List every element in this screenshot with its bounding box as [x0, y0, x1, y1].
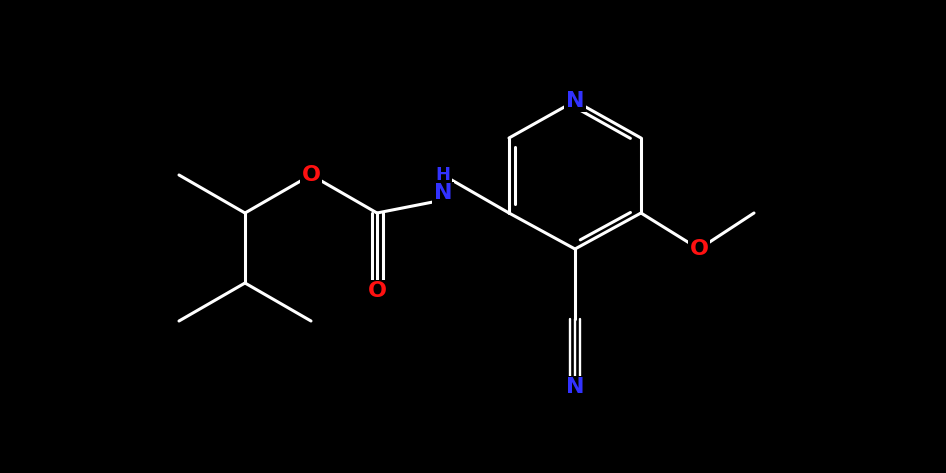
Text: H: H — [435, 166, 450, 184]
Text: O: O — [302, 165, 321, 185]
Text: N: N — [434, 183, 452, 203]
Text: O: O — [690, 239, 709, 259]
Text: N: N — [566, 91, 585, 111]
Text: O: O — [367, 281, 387, 301]
Text: N: N — [566, 377, 585, 397]
